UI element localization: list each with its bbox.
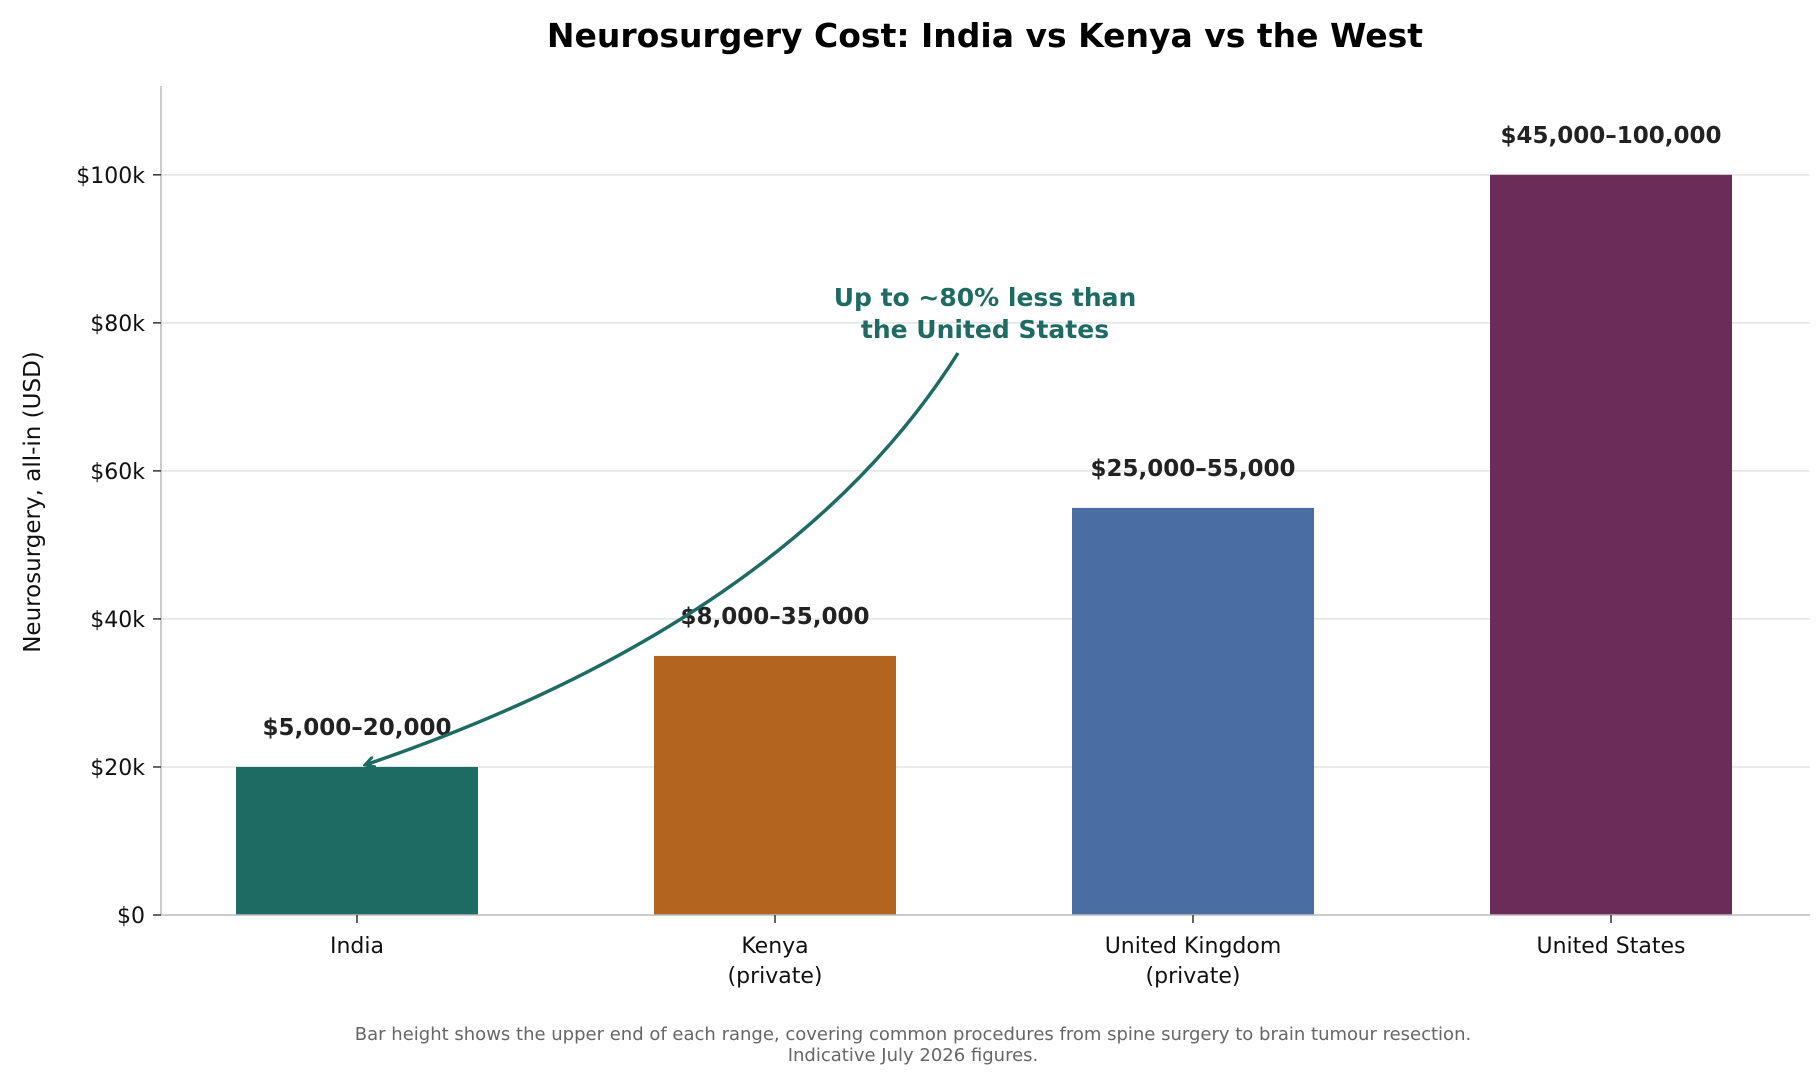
bar-value-labels: $5,000–20,000 $8,000–35,000 $25,000–55,000… [262, 123, 1721, 741]
bar [1490, 174, 1732, 916]
x-tick-label: United Kingdom (private) [1105, 934, 1282, 989]
chart-title: Neurosurgery Cost: India vs Kenya vs the… [547, 16, 1423, 55]
footnote-line: Indicative July 2026 figures. [788, 1045, 1039, 1066]
y-tick-label: $20k [90, 756, 145, 781]
y-tick-label: $80k [90, 312, 145, 337]
y-ticks: $0 $20k $40k $60k $80k $100k [76, 164, 161, 929]
annotation-arrow [365, 352, 960, 765]
y-axis-label: Neurosurgery, all-in (USD) [20, 351, 46, 653]
bar [654, 655, 896, 915]
bars [236, 174, 1732, 916]
y-tick-label: $60k [90, 460, 145, 485]
y-tick-label: $40k [90, 608, 145, 633]
annotation-text: Up to ~80% less than the United States [834, 283, 1137, 344]
bar-value-label: $25,000–55,000 [1090, 456, 1295, 482]
footnote: Bar height shows the upper end of each r… [355, 1024, 1471, 1066]
axes [160, 86, 1810, 916]
x-tick-label: United States [1537, 934, 1686, 959]
footnote-line: Bar height shows the upper end of each r… [355, 1024, 1471, 1045]
x-tick-label: India [330, 934, 384, 959]
x-tick-label: Kenya (private) [728, 934, 823, 989]
bar-value-label: $5,000–20,000 [262, 715, 451, 741]
x-ticks: India Kenya (private) United Kingdom (privat… [330, 915, 1685, 989]
annotation: Up to ~80% less than the United States [365, 283, 1136, 765]
bar-value-label: $45,000–100,000 [1500, 123, 1721, 149]
bar [236, 766, 478, 915]
bar [1072, 507, 1314, 915]
y-tick-label: $0 [117, 904, 145, 929]
bar-value-label: $8,000–35,000 [680, 604, 869, 630]
y-tick-label: $100k [76, 164, 145, 189]
